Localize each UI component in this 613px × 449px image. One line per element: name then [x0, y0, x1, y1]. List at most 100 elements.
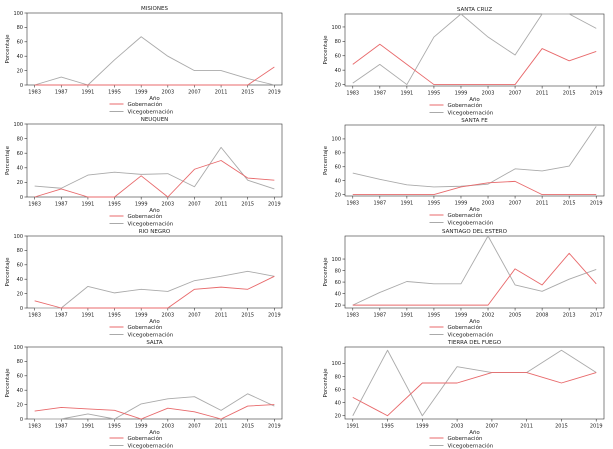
series-line-gobernacion — [34, 160, 275, 198]
x-tick-label: 2013 — [563, 313, 576, 319]
y-tick-label: 20 — [17, 291, 23, 297]
panel-title: SALTA — [146, 340, 163, 346]
x-tick-label: 2015 — [555, 424, 568, 430]
plot-frame — [344, 235, 605, 309]
y-tick-label: 80 — [335, 268, 341, 274]
panel-1: SANTA CRUZ 20 40 60 80 100 1983 1987 1991 1995 199… — [323, 7, 605, 117]
x-tick-label: 1999 — [135, 313, 148, 319]
legend-label-gobernacion: Gobernación — [128, 324, 163, 331]
x-tick-label: 1991 — [401, 313, 414, 319]
panel-7: TIERRA DEL FUEGO 20 40 60 80 100 1991 1995 1999 2… — [323, 340, 605, 449]
y-tick-label: 0 — [20, 306, 23, 312]
x-tick-label: 2011 — [215, 424, 228, 430]
x-tick-label: 1987 — [55, 424, 68, 430]
legend-label-gobernacion: Gobernación — [128, 435, 163, 442]
legend-label-vicegobernacion: Vicegobernación — [128, 109, 174, 116]
panel-title: RIO NEGRO — [139, 229, 171, 235]
series-line-vicegobernacion — [34, 146, 275, 190]
x-tick-label: 1987 — [373, 313, 386, 319]
y-axis-label: Porcentaje — [323, 368, 329, 398]
x-tick-label: 1999 — [455, 201, 468, 207]
x-tick-label: 1999 — [135, 424, 148, 430]
y-tick-label: 80 — [335, 39, 341, 45]
y-tick-label: 60 — [17, 151, 23, 157]
legend-label-vicegobernacion: Vicegobernación — [128, 221, 174, 228]
x-tick-label: 2003 — [161, 424, 174, 430]
series-line-vicegobernacion — [352, 235, 597, 306]
plot-frame — [344, 13, 605, 87]
series-line-vicegobernacion — [34, 393, 275, 420]
y-tick-label: 20 — [335, 303, 341, 309]
y-axis-label: Porcentaje — [5, 368, 11, 398]
legend-label-gobernacion: Gobernación — [448, 324, 483, 331]
x-tick-label: 1983 — [28, 202, 41, 208]
y-tick-label: 60 — [335, 387, 341, 393]
y-tick-label: 20 — [335, 82, 341, 88]
x-axis-label: Año — [469, 207, 480, 213]
plot-frame — [344, 346, 605, 420]
legend-label-vicegobernacion: Vicegobernación — [128, 443, 174, 449]
x-tick-label: 1991 — [82, 424, 95, 430]
x-tick-label: 2019 — [268, 90, 281, 96]
x-tick-label: 2007 — [188, 90, 201, 96]
x-tick-label: 2003 — [482, 91, 495, 97]
legend-label-vicegobernacion: Vicegobernación — [448, 220, 494, 227]
x-tick-label: 2011 — [215, 313, 228, 319]
x-tick-label: 1999 — [135, 202, 148, 208]
series-line-vicegobernacion — [34, 36, 275, 86]
y-tick-label: 60 — [335, 165, 341, 171]
legend-label-gobernacion: Gobernación — [128, 101, 163, 108]
x-tick-label: 1995 — [108, 90, 121, 96]
series-line-gobernacion — [352, 252, 597, 306]
series-line-gobernacion — [34, 275, 275, 309]
y-tick-label: 0 — [20, 417, 23, 423]
plot-frame — [26, 12, 283, 86]
x-tick-label: 1983 — [28, 90, 41, 96]
series-line-vicegobernacion — [34, 270, 275, 309]
x-axis-label: Año — [149, 208, 160, 214]
x-tick-label: 1987 — [373, 91, 386, 97]
x-tick-label: 1987 — [373, 201, 386, 207]
x-tick-label: 2007 — [486, 424, 499, 430]
panel-title: SANTA FE — [461, 118, 488, 124]
series-line-vicegobernacion — [352, 349, 597, 417]
y-axis-label: Porcentaje — [5, 257, 11, 287]
panel-3: SANTA FE 20 40 60 80 100 1983 1987 1991 1995 1999 2… — [323, 118, 605, 227]
y-tick-label: 100 — [331, 361, 341, 367]
x-tick-label: 1991 — [82, 202, 95, 208]
legend-label-vicegobernacion: Vicegobernación — [448, 110, 494, 117]
x-tick-label: 2003 — [161, 313, 174, 319]
x-tick-label: 2011 — [520, 424, 533, 430]
x-tick-label: 1999 — [455, 313, 468, 319]
y-tick-label: 100 — [13, 345, 23, 351]
plot-frame — [26, 346, 283, 420]
y-tick-label: 40 — [17, 54, 23, 60]
x-tick-label: 2019 — [590, 201, 603, 207]
y-tick-label: 60 — [17, 374, 23, 380]
x-axis-label: Año — [149, 319, 160, 325]
y-tick-label: 100 — [13, 234, 23, 240]
x-axis-label: Año — [469, 319, 480, 325]
x-tick-label: 2003 — [451, 424, 464, 430]
series-line-gobernacion — [34, 404, 275, 420]
x-tick-label: 1991 — [82, 313, 95, 319]
x-tick-label: 1995 — [108, 202, 121, 208]
x-tick-label: 2002 — [482, 313, 495, 319]
y-tick-label: 20 — [17, 68, 23, 74]
x-tick-label: 2017 — [590, 313, 603, 319]
legend-label-vicegobernacion: Vicegobernación — [128, 332, 174, 339]
x-tick-label: 2007 — [188, 424, 201, 430]
y-axis-label: Porcentaje — [5, 34, 11, 64]
x-tick-label: 2019 — [268, 313, 281, 319]
y-tick-label: 20 — [335, 414, 341, 420]
x-tick-label: 1995 — [428, 201, 441, 207]
panel-4: RIO NEGRO 0 20 40 60 80 100 1983 1987 1991 1995 199… — [5, 229, 283, 339]
x-tick-label: 1995 — [381, 424, 394, 430]
x-tick-label: 2015 — [241, 313, 254, 319]
y-tick-label: 20 — [335, 192, 341, 198]
y-tick-label: 40 — [17, 166, 23, 172]
x-tick-label: 1999 — [416, 424, 429, 430]
y-tick-label: 40 — [335, 178, 341, 184]
x-tick-label: 2015 — [563, 201, 576, 207]
x-tick-label: 2019 — [268, 424, 281, 430]
